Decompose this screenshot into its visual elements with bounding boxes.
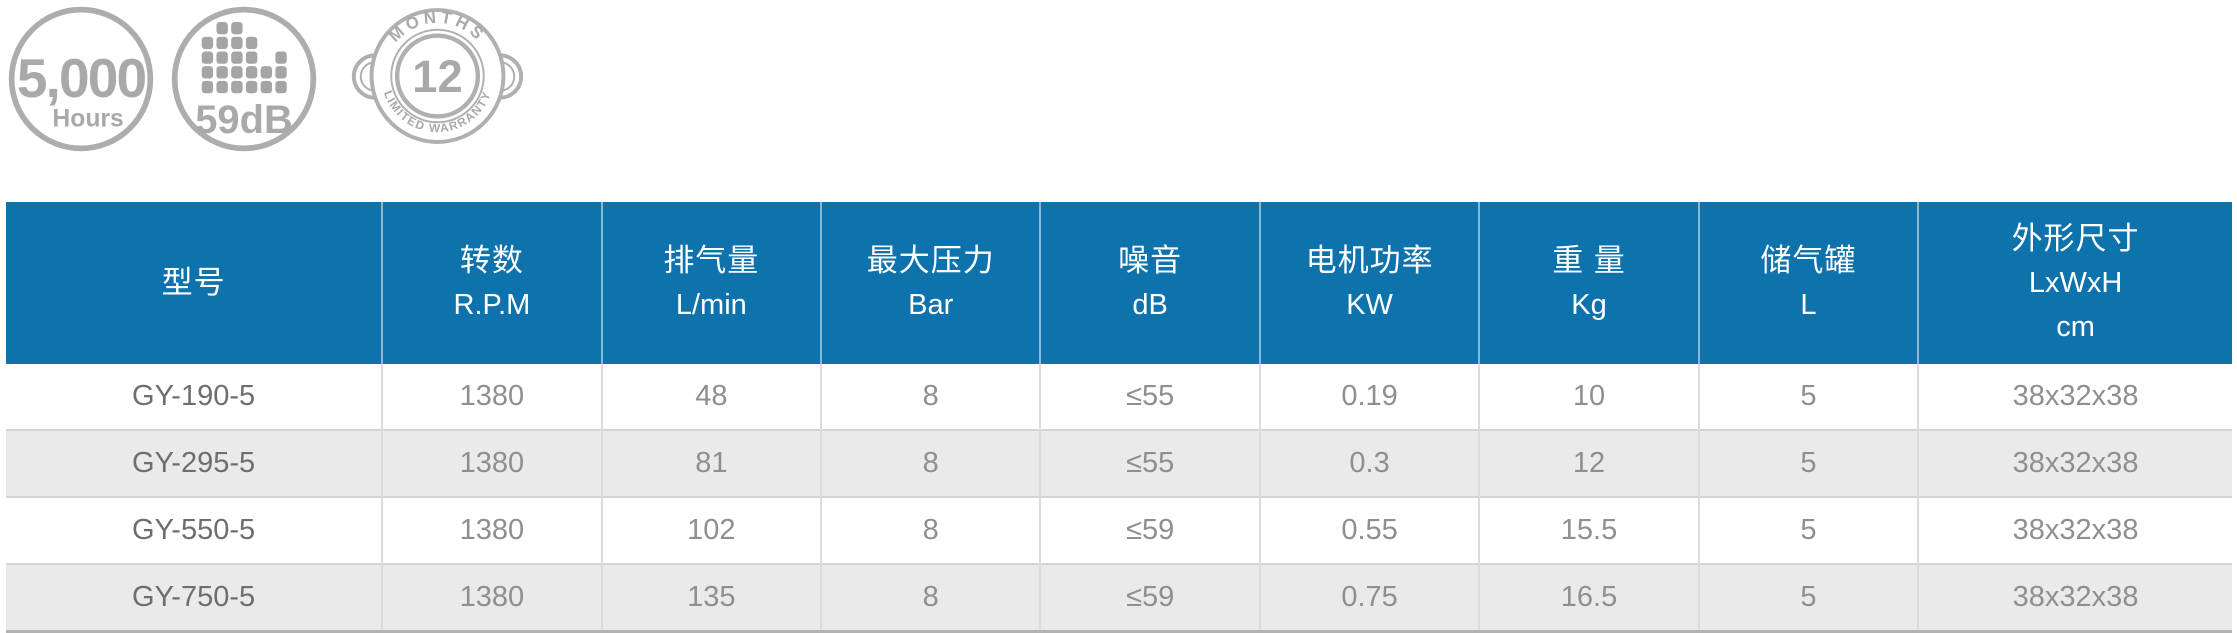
header-line: 储气罐	[1760, 243, 1857, 278]
header-line: 重 量	[1552, 243, 1626, 278]
table-row: GY-550-5 1380 102 8 ≤59 0.55 15.5 5 38x32x38	[6, 496, 2232, 564]
cell-displacement: 48	[600, 364, 822, 430]
noise-value: 59dB	[195, 98, 293, 142]
column-header-dimensions: 外形尺寸 LxWxH cm	[1917, 202, 2232, 364]
header-line: dB	[1132, 289, 1168, 321]
header-line: 最大压力	[866, 243, 995, 278]
cell-tank: 5	[1697, 563, 1919, 632]
column-header-rpm: 转数 R.P.M	[381, 202, 602, 364]
cell-displacement: 135	[600, 563, 822, 632]
cell-dimensions: 38x32x38	[1917, 364, 2232, 430]
hours-badge-svg: 5,000 Hours	[8, 6, 154, 152]
column-header-weight: 重 量 Kg	[1478, 202, 1699, 364]
cell-max-pressure: 8	[820, 364, 1041, 430]
cell-rpm: 1380	[381, 364, 602, 430]
cell-max-pressure: 8	[820, 563, 1041, 632]
table-row: GY-750-5 1380 135 8 ≤59 0.75 16.5 5 38x32x38	[6, 563, 2232, 632]
cell-rpm: 1380	[381, 496, 602, 564]
column-header-motor-power: 电机功率 KW	[1258, 202, 1480, 364]
header-line: L/min	[675, 289, 747, 321]
cell-noise: ≤59	[1039, 496, 1260, 564]
cell-noise: ≤55	[1039, 429, 1260, 497]
header-line: 噪音	[1118, 243, 1183, 278]
cell-noise: ≤55	[1039, 364, 1260, 430]
cell-motor-power: 0.19	[1258, 364, 1480, 430]
cell-model: GY-295-5	[6, 429, 383, 497]
header-line: 排气量	[663, 243, 760, 278]
spec-table: 型号 转数 R.P.M 排气量 L/min 最大压力 Bar 噪音 dB 电机功率 KW 重 量 Kg 储…	[6, 202, 2232, 633]
header-line: 型号	[161, 265, 226, 300]
cell-rpm: 1380	[381, 429, 602, 497]
header-line: Bar	[908, 289, 954, 321]
cell-dimensions: 38x32x38	[1917, 429, 2232, 497]
cell-displacement: 81	[600, 429, 822, 497]
cell-displacement: 102	[600, 496, 822, 564]
warranty-value: 12	[412, 51, 462, 102]
header-line: 外形尺寸	[2011, 221, 2140, 256]
header-line: R.P.M	[453, 289, 531, 321]
header-line: KW	[1346, 289, 1393, 321]
cell-tank: 5	[1697, 496, 1919, 564]
cell-dimensions: 38x32x38	[1917, 563, 2232, 632]
header-line: Kg	[1571, 289, 1607, 321]
cell-motor-power: 0.55	[1258, 496, 1480, 564]
equalizer-icon	[201, 22, 287, 94]
warranty-badge-svg: MONTHS 12 LIMITED WARRANTY	[351, 7, 524, 144]
column-header-max-pressure: 最大压力 Bar	[820, 202, 1041, 364]
cell-weight: 10	[1478, 364, 1699, 430]
cell-motor-power: 0.75	[1258, 563, 1480, 632]
hours-value: 5,000	[17, 47, 146, 109]
cell-max-pressure: 8	[820, 429, 1041, 497]
header-line: 转数	[459, 243, 524, 278]
header-row: 型号 转数 R.P.M 排气量 L/min 最大压力 Bar 噪音 dB 电机功率 KW 重 量 Kg 储…	[6, 202, 2232, 364]
hours-unit: Hours	[52, 106, 123, 133]
warranty-badge-icon: MONTHS 12 LIMITED WARRANTY	[344, 0, 531, 161]
cell-model: GY-550-5	[6, 496, 383, 564]
header-line: LxWxH	[2028, 267, 2123, 299]
header-line: L	[1800, 289, 1817, 321]
cell-weight: 12	[1478, 429, 1699, 497]
spec-table-header: 型号 转数 R.P.M 排气量 L/min 最大压力 Bar 噪音 dB 电机功率 KW 重 量 Kg 储…	[6, 202, 2232, 364]
table-row: GY-295-5 1380 81 8 ≤55 0.3 12 5 38x32x38	[6, 429, 2232, 497]
column-header-tank: 储气罐 L	[1697, 202, 1919, 364]
cell-model: GY-190-5	[6, 364, 383, 430]
cell-max-pressure: 8	[820, 496, 1041, 564]
cell-rpm: 1380	[381, 563, 602, 632]
header-line: 电机功率	[1305, 243, 1434, 278]
cell-noise: ≤59	[1039, 563, 1260, 632]
spec-table-body: GY-190-5 1380 48 8 ≤55 0.19 10 5 38x32x38 GY-295-…	[6, 364, 2232, 632]
cell-tank: 5	[1697, 429, 1919, 497]
cell-motor-power: 0.3	[1258, 429, 1480, 497]
header-line: cm	[2056, 311, 2095, 343]
cell-dimensions: 38x32x38	[1917, 496, 2232, 564]
column-header-displacement: 排气量 L/min	[600, 202, 822, 364]
cell-weight: 16.5	[1478, 563, 1699, 632]
cell-model: GY-750-5	[6, 563, 383, 632]
column-header-noise: 噪音 dB	[1039, 202, 1260, 364]
column-header-model: 型号	[6, 202, 383, 364]
noise-badge-icon: 59dB	[168, 3, 320, 160]
table-row: GY-190-5 1380 48 8 ≤55 0.19 10 5 38x32x38	[6, 364, 2232, 430]
cell-tank: 5	[1697, 364, 1919, 430]
hours-badge-icon: 5,000 Hours	[5, 3, 157, 160]
noise-badge-svg: 59dB	[171, 6, 317, 152]
cell-weight: 15.5	[1478, 496, 1699, 564]
